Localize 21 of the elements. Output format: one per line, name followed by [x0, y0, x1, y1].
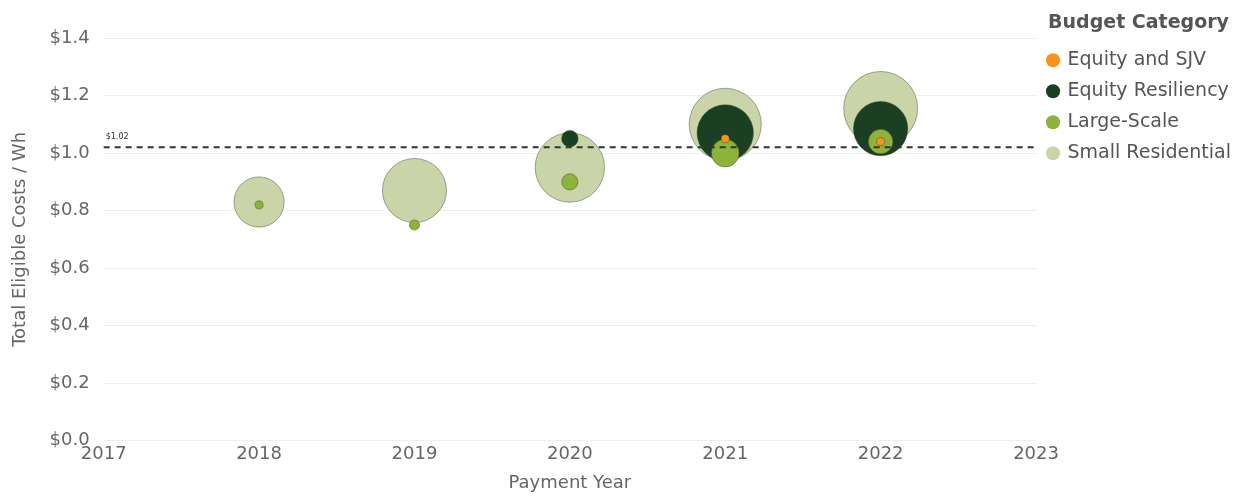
y-tick-label: $1.0: [49, 140, 90, 162]
x-tick-label: 2019: [391, 442, 438, 464]
y-tick-label: $1.4: [49, 25, 90, 47]
x-tick-label: 2023: [1013, 442, 1059, 464]
x-tick-label: 2020: [546, 442, 593, 464]
y-tick-label: $1.2: [49, 83, 90, 105]
legend-label: Small Residential: [1067, 140, 1231, 163]
x-tick-label: 2021: [702, 442, 749, 464]
legend-label: Equity Resiliency: [1067, 78, 1229, 101]
legend-label: Equity and SJV: [1067, 47, 1207, 70]
x-tick-label: 2022: [857, 442, 904, 464]
y-tick-label: $0.2: [49, 370, 90, 392]
y-tick-label: $0.8: [49, 198, 90, 220]
y-tick-label: $0.4: [49, 313, 90, 335]
ref-line-label: $1.02: [105, 132, 129, 142]
legend-title: Budget Category: [1048, 10, 1230, 33]
y-axis-title: Total Eligible Costs / Wh: [8, 131, 30, 348]
y-tick-label: $0.6: [49, 255, 90, 277]
legend-label: Large-Scale: [1067, 109, 1179, 132]
x-tick-label: 2018: [236, 442, 282, 464]
x-axis-title: Payment Year: [508, 470, 632, 492]
